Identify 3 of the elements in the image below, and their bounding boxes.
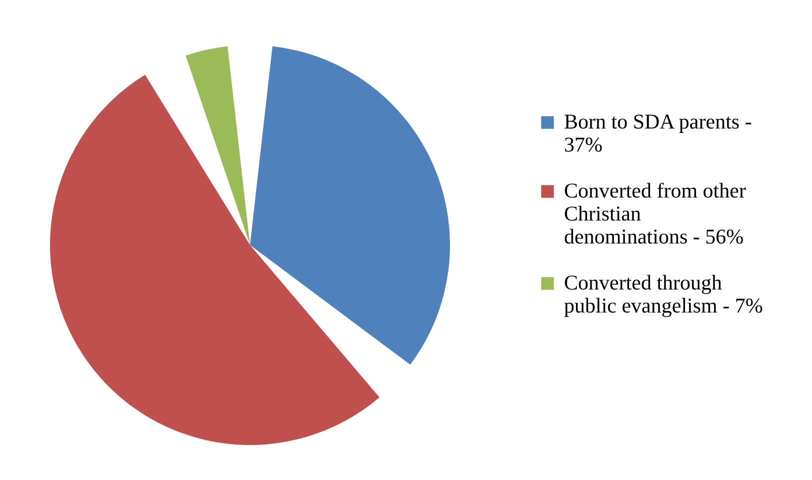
legend-label: Born to SDA parents - 37% (564, 110, 752, 156)
legend-label: Converted through public evangelism - 7% (564, 270, 763, 318)
legend-label: Converted from other Christian denominations - 56% (564, 178, 746, 248)
